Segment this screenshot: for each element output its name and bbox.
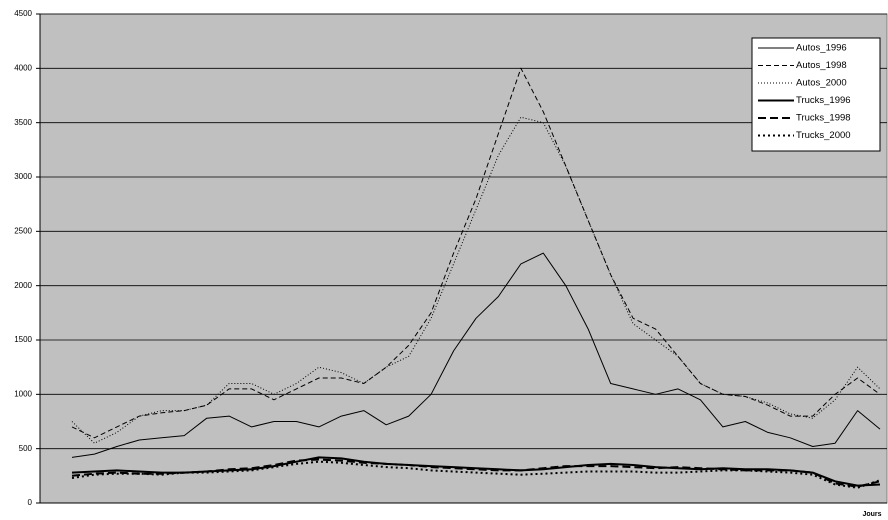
legend-label: Autos_1998 — [796, 60, 847, 71]
legend-label: Trucks_1996 — [796, 95, 851, 106]
y-tick-label: 3500 — [14, 118, 32, 127]
series-line — [71, 458, 881, 488]
legend-label: Autos_1996 — [796, 43, 847, 54]
legend-label: Trucks_2000 — [796, 130, 851, 141]
legend-label: Trucks_1998 — [796, 113, 851, 124]
legend-label: Autos_2000 — [796, 78, 847, 89]
x-axis-label: Jours — [862, 511, 881, 518]
y-tick-label: 1500 — [14, 335, 32, 344]
y-tick-label: 1000 — [14, 389, 32, 398]
y-tick-label: 2500 — [14, 226, 32, 235]
series-line — [71, 252, 881, 458]
y-tick-label: 500 — [19, 444, 33, 453]
y-tick-label: 0 — [28, 498, 33, 507]
y-tick-label: 3000 — [14, 172, 32, 181]
y-tick-label: 4000 — [14, 63, 32, 72]
series-line — [71, 67, 881, 439]
series-line — [71, 116, 881, 444]
series-line — [71, 460, 881, 489]
y-tick-label: 4500 — [14, 9, 32, 18]
legend-box — [751, 37, 881, 152]
y-tick-label: 2000 — [14, 281, 32, 290]
